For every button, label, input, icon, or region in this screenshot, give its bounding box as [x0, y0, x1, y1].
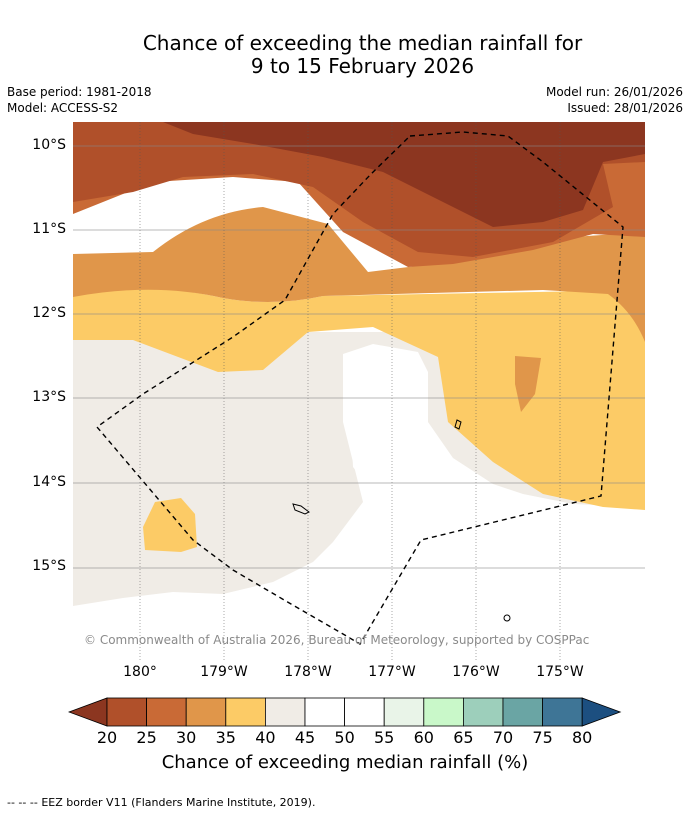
colorbar-segment: [146, 697, 187, 727]
lat-label-10s: 10°S: [32, 137, 66, 153]
colorbar-tick-label: 30: [176, 728, 197, 747]
colorbar-segment: [225, 697, 266, 727]
colorbar-tick-label: 60: [413, 728, 434, 747]
metadata-left: Base period: 1981-2018 Model: ACCESS-S2: [7, 84, 152, 116]
map-canvas: [73, 122, 645, 660]
colorbar-segment: [106, 697, 147, 727]
map-title-line-2: 9 to 15 February 2026: [250, 54, 475, 78]
colorbar-under-arrow: [68, 697, 108, 727]
colorbar-segment: [264, 697, 306, 727]
lat-label-13s: 13°S: [32, 389, 66, 405]
colorbar-tick-label: 70: [492, 728, 514, 747]
lon-label-179w: 179°W: [200, 664, 248, 680]
lon-label-176w: 176°W: [452, 664, 500, 680]
lat-label-11s: 11°S: [32, 221, 66, 237]
colorbar-tick-label: 80: [572, 728, 593, 747]
lat-label-14s: 14°S: [32, 474, 66, 490]
colorbar-segment: [383, 697, 425, 727]
lat-label-15s: 15°S: [32, 558, 66, 574]
colorbar-segment: [542, 697, 583, 727]
copyright-notice: © Commonwealth of Australia 2026, Bureau…: [84, 633, 590, 647]
band-orange: [73, 207, 645, 342]
lon-label-177w: 177°W: [368, 664, 416, 680]
map-title-line-1: Chance of exceeding the median rainfall …: [142, 31, 583, 55]
colorbar-tick-label: 40: [255, 728, 276, 747]
colorbar-label: Chance of exceeding median rainfall (%): [161, 752, 529, 773]
lon-label-175w: 175°W: [536, 664, 584, 680]
colorbar: [68, 697, 622, 727]
lat-label-12s: 12°S: [32, 305, 66, 321]
colorbar-segment: [462, 697, 504, 727]
colorbar-tick-label: 65: [453, 728, 474, 747]
eez-legend: -- -- -- EEZ border V11 (Flanders Marine…: [7, 796, 315, 809]
colorbar-segment: [423, 697, 464, 727]
colorbar-segment: [185, 697, 227, 727]
lon-label-178w: 178°W: [284, 664, 332, 680]
lon-label-180: 180°: [123, 664, 157, 680]
model-text: Model: ACCESS-S2: [7, 101, 119, 115]
base-period-text: Base period: 1981-2018: [7, 85, 152, 99]
island-outlines: [292, 419, 511, 622]
band-yellow-blob: [143, 498, 197, 552]
band-yellow: [73, 287, 645, 510]
eez-border: [95, 131, 624, 645]
colorbar-tick-label: 35: [215, 728, 236, 747]
model-run-text: Model run: 26/01/2026: [545, 85, 683, 99]
colorbar-tick-label: 75: [532, 728, 553, 747]
band-white-center: [343, 347, 398, 492]
colorbar-segment: [502, 697, 543, 727]
colorbar-over-arrow: [581, 697, 622, 727]
eez-legend-symbol: -- -- --: [7, 796, 38, 809]
colorbar-segment: [304, 697, 345, 727]
issued-text: Issued: 28/01/2026: [567, 101, 683, 115]
parallel-gridlines: [73, 145, 645, 569]
colorbar-tick-label: 25: [136, 728, 157, 747]
colorbar-segment: [344, 697, 385, 727]
colorbar-tick-label: 50: [334, 728, 355, 747]
rainfall-map: [73, 122, 645, 660]
colorbar-tick-label: 45: [294, 728, 316, 747]
metadata-right: Model run: 26/01/2026 Issued: 28/01/2026: [546, 84, 683, 116]
colorbar-tick-label: 20: [96, 728, 118, 747]
eez-legend-text: EEZ border V11 (Flanders Marine Institut…: [41, 796, 316, 809]
colorbar-tick-label: 55: [374, 728, 395, 747]
